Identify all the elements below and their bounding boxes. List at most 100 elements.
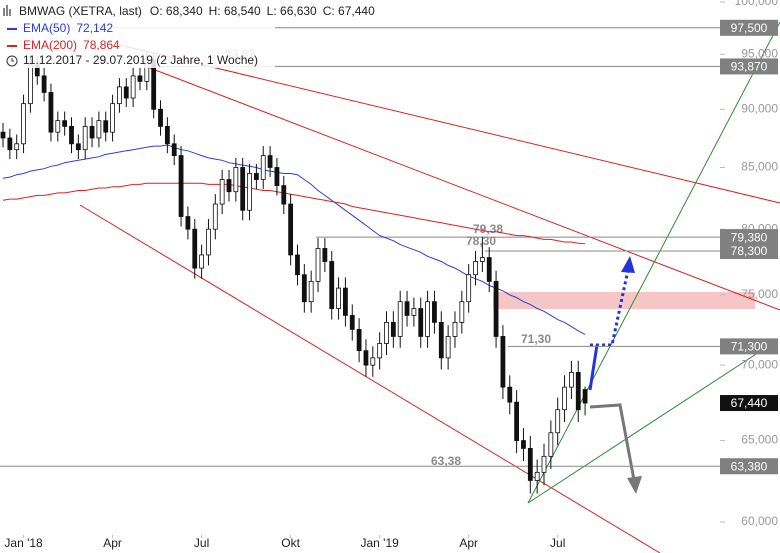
- legend-entry: EMA(200) 78,864: [23, 38, 120, 52]
- level-annotation: 71,30: [521, 332, 551, 346]
- candle-body: [575, 372, 581, 411]
- arrow: [588, 344, 599, 391]
- legend-entry: EMA(50) 72,142: [23, 21, 113, 35]
- candle-body: [315, 248, 321, 282]
- candle-body: [322, 248, 328, 262]
- level-annotation: 63,38: [431, 454, 461, 468]
- candle-body: [534, 471, 540, 481]
- candle-body: [349, 315, 355, 330]
- candle-body: [212, 203, 218, 230]
- price-box-label: 71,300: [731, 340, 768, 354]
- candle-body: [356, 328, 362, 352]
- price-box-label: 63,380: [731, 459, 768, 473]
- candle-body: [55, 120, 61, 133]
- candle-body: [267, 155, 273, 168]
- candle-body: [329, 261, 335, 309]
- candle-body: [555, 409, 561, 434]
- candle-body: [562, 386, 567, 411]
- x-tick-label: Jul: [194, 536, 209, 550]
- arrow-head: [627, 476, 642, 494]
- candle-body: [473, 261, 478, 276]
- price-box: [720, 338, 778, 355]
- legend-bg: [0, 2, 275, 68]
- y-tick-label: 100,000: [735, 0, 779, 8]
- x-tick-label: Jul: [550, 536, 565, 550]
- legend-title: BMWAG (XETRA, last) O: 68,340 H: 68,540 L: …: [19, 4, 375, 18]
- candle-body: [432, 301, 437, 323]
- trend-line: [527, 21, 780, 504]
- candle-body: [568, 372, 574, 388]
- y-tick-label: 95,000: [741, 46, 778, 60]
- candle-body: [507, 386, 513, 403]
- legend-name: EMA(200): [23, 38, 77, 52]
- candle-body: [486, 257, 492, 282]
- price-box-label: 78,300: [731, 244, 768, 258]
- candle-body: [411, 308, 417, 316]
- candle-body: [288, 203, 294, 256]
- candle-body: [96, 120, 102, 139]
- candle-body: [123, 86, 129, 99]
- legend-value: 78,864: [83, 38, 120, 52]
- price-box-label: 93,870: [731, 60, 768, 74]
- candle-body: [219, 179, 225, 205]
- level-annotation: 78,30: [466, 234, 496, 248]
- ema-line: [2, 182, 586, 245]
- candle-body: [21, 103, 26, 145]
- y-tick-label: 60,000: [741, 514, 778, 528]
- candle-body: [521, 440, 526, 449]
- candle-body: [89, 125, 95, 139]
- drawings: [79, 21, 780, 553]
- y-tick-label: 90,000: [741, 101, 778, 115]
- candle-body: [404, 301, 410, 316]
- price-box-label: 79,380: [731, 230, 768, 244]
- candle-body: [397, 301, 403, 337]
- candle-body: [260, 155, 266, 180]
- period: 11.12.2017 - 29.07.2019 (2 Jahre, 1 Woch…: [23, 53, 258, 67]
- candle-body: [130, 75, 136, 99]
- candle-body: [343, 287, 348, 316]
- legend-name: EMA(50): [23, 21, 70, 35]
- y-tick-label: 70,000: [741, 357, 778, 371]
- trend-line: [119, 44, 780, 204]
- candle-body: [281, 185, 287, 205]
- candle-body: [75, 143, 81, 151]
- candle-body: [171, 143, 177, 156]
- candle-body: [103, 120, 109, 133]
- candle-body: [363, 350, 369, 366]
- price-box: [720, 243, 778, 260]
- candle-body: [370, 357, 376, 366]
- candle-body: [206, 228, 211, 256]
- candle-body: [158, 108, 163, 127]
- x-tick-label: Okt: [281, 536, 300, 550]
- icon: [3, 5, 11, 16]
- candle-body: [0, 131, 6, 139]
- candle-body: [438, 321, 444, 359]
- candle-body: [514, 401, 520, 441]
- candle-body: [493, 280, 499, 337]
- quote: H: 68,540: [209, 4, 261, 18]
- candle-body: [62, 120, 68, 127]
- y-tick-label: 65,000: [741, 433, 778, 447]
- candle-body: [178, 155, 184, 217]
- legend-value: 72,142: [76, 21, 113, 35]
- candle-body: [28, 64, 33, 105]
- quote: C: 67,440: [323, 4, 375, 18]
- quote: O: 68,340: [150, 4, 203, 18]
- candle-body: [500, 336, 506, 388]
- candle-body: [69, 125, 74, 145]
- x-tick-label: Apr: [103, 536, 122, 550]
- x-tick-label: Jan '19: [360, 536, 399, 550]
- price-box: [720, 19, 778, 36]
- icon: [11, 58, 14, 62]
- candle-body: [582, 389, 588, 404]
- candle-body: [240, 167, 246, 211]
- price-box: [720, 458, 778, 475]
- candle-body: [7, 137, 13, 151]
- candle-body: [192, 228, 198, 269]
- candle-body: [459, 301, 465, 323]
- candle-body: [48, 92, 54, 133]
- candle-body: [384, 321, 389, 344]
- price-box-label: 67,440: [731, 396, 768, 410]
- candle-body: [82, 125, 88, 151]
